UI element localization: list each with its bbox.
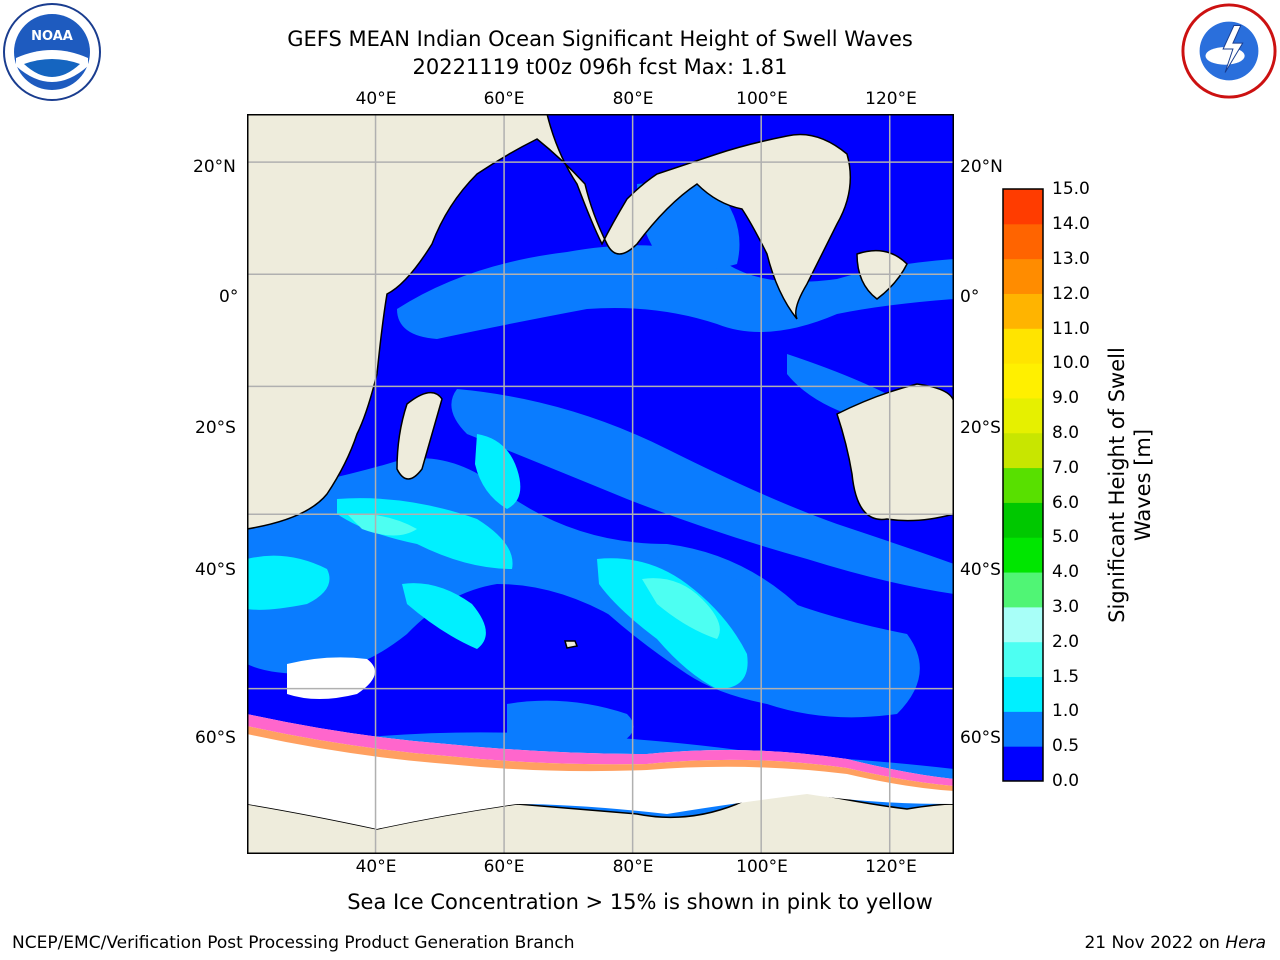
colorbar-segment xyxy=(1003,363,1043,399)
lat-label-right: 40°S xyxy=(960,560,1001,580)
lat-label-right: 0° xyxy=(960,287,980,307)
lon-label-top: 40°E xyxy=(355,89,397,109)
colorbar-tick-label: 3.0 xyxy=(1052,597,1080,617)
colorbar-segment xyxy=(1003,467,1043,503)
host-name: Hera xyxy=(1225,933,1266,953)
colorbar-tick-label: 1.5 xyxy=(1052,667,1080,687)
colorbar-tick-label: 11.0 xyxy=(1052,319,1090,339)
colorbar-title: Significant Height of Swell Waves [m] xyxy=(1105,347,1155,623)
colorbar-segment xyxy=(1003,537,1043,573)
map-frame xyxy=(247,114,954,854)
colorbar-segment xyxy=(1003,293,1043,329)
lon-label-top: 80°E xyxy=(612,89,654,109)
map-subtitle: 20221119 t00z 096h fcst Max: 1.81 xyxy=(412,55,788,79)
map-title: GEFS MEAN Indian Ocean Significant Heigh… xyxy=(287,27,913,51)
lat-label-left: 20°S xyxy=(195,418,236,438)
nws-logo xyxy=(1181,3,1277,99)
colorbar-tick-label: 12.0 xyxy=(1052,284,1090,304)
date-line: 21 Nov 2022 on Hera xyxy=(1084,933,1266,953)
colorbar-tick-label: 1.0 xyxy=(1052,701,1080,721)
lon-label-bottom: 120°E xyxy=(865,857,917,877)
lat-label-left: 0° xyxy=(219,287,239,307)
swell-1.0-1.5m-regions xyxy=(247,434,748,689)
colorbar-tick-label: 10.0 xyxy=(1052,353,1090,373)
lon-label-top: 100°E xyxy=(736,89,788,109)
lon-label-bottom: 40°E xyxy=(355,857,397,877)
colorbar-tick-label: 6.0 xyxy=(1052,493,1080,513)
colorbar-tick-label: 13.0 xyxy=(1052,249,1090,269)
colorbar-segment xyxy=(1003,606,1043,643)
colorbar-segment xyxy=(1003,676,1043,712)
lat-label-right: 20°S xyxy=(960,418,1001,438)
colorbar-tick-label: 8.0 xyxy=(1052,423,1080,443)
colorbar-segment xyxy=(1003,572,1043,608)
colorbar-segment xyxy=(1003,397,1043,434)
lon-label-top: 60°E xyxy=(483,89,525,109)
colorbar-tick-label: 14.0 xyxy=(1052,214,1090,234)
colorbar-tick-label: 0.0 xyxy=(1052,771,1080,791)
colorbar-tick-label: 4.0 xyxy=(1052,562,1080,582)
colorbar-tick-label: 9.0 xyxy=(1052,388,1080,408)
lat-label-left: 60°S xyxy=(195,728,236,748)
colorbar-tick-label: 2.0 xyxy=(1052,632,1080,652)
colorbar-segment xyxy=(1003,746,1043,782)
sea-ice-note: Sea Ice Concentration > 15% is shown in … xyxy=(347,890,933,914)
colorbar-tick-label: 7.0 xyxy=(1052,458,1080,478)
colorbar-segment xyxy=(1003,711,1043,747)
colorbar-segment xyxy=(1003,258,1043,294)
lat-label-left: 40°S xyxy=(195,560,236,580)
lon-label-top: 120°E xyxy=(865,89,917,109)
colorbar-segment xyxy=(1003,328,1043,364)
lon-label-bottom: 60°E xyxy=(483,857,525,877)
lat-label-right: 60°S xyxy=(960,728,1001,748)
lon-label-bottom: 80°E xyxy=(612,857,654,877)
credit-line: NCEP/EMC/Verification Post Processing Pr… xyxy=(12,933,575,953)
colorbar xyxy=(1002,188,1044,782)
map-panel xyxy=(247,114,954,854)
colorbar-segment xyxy=(1003,502,1043,538)
colorbar-tick-label: 5.0 xyxy=(1052,527,1080,547)
swell-1.5-2.0m-regions xyxy=(347,513,720,639)
colorbar-segment xyxy=(1003,641,1043,678)
colorbar-segment xyxy=(1003,223,1043,260)
land-masses xyxy=(247,114,954,854)
colorbar-segment xyxy=(1003,432,1043,469)
colorbar-tick-label: 15.0 xyxy=(1052,179,1090,199)
noaa-logo-text: NOAA xyxy=(31,29,73,44)
colorbar-segment xyxy=(1003,189,1043,225)
lon-label-bottom: 100°E xyxy=(736,857,788,877)
noaa-logo: NOAA xyxy=(3,3,101,101)
colorbar-frame xyxy=(1002,188,1044,782)
lat-label-right: 20°N xyxy=(960,157,1003,177)
date-text: 21 Nov 2022 on xyxy=(1084,933,1226,953)
graticule xyxy=(247,114,954,854)
lat-label-left: 20°N xyxy=(193,157,236,177)
colorbar-tick-label: 0.5 xyxy=(1052,736,1080,756)
